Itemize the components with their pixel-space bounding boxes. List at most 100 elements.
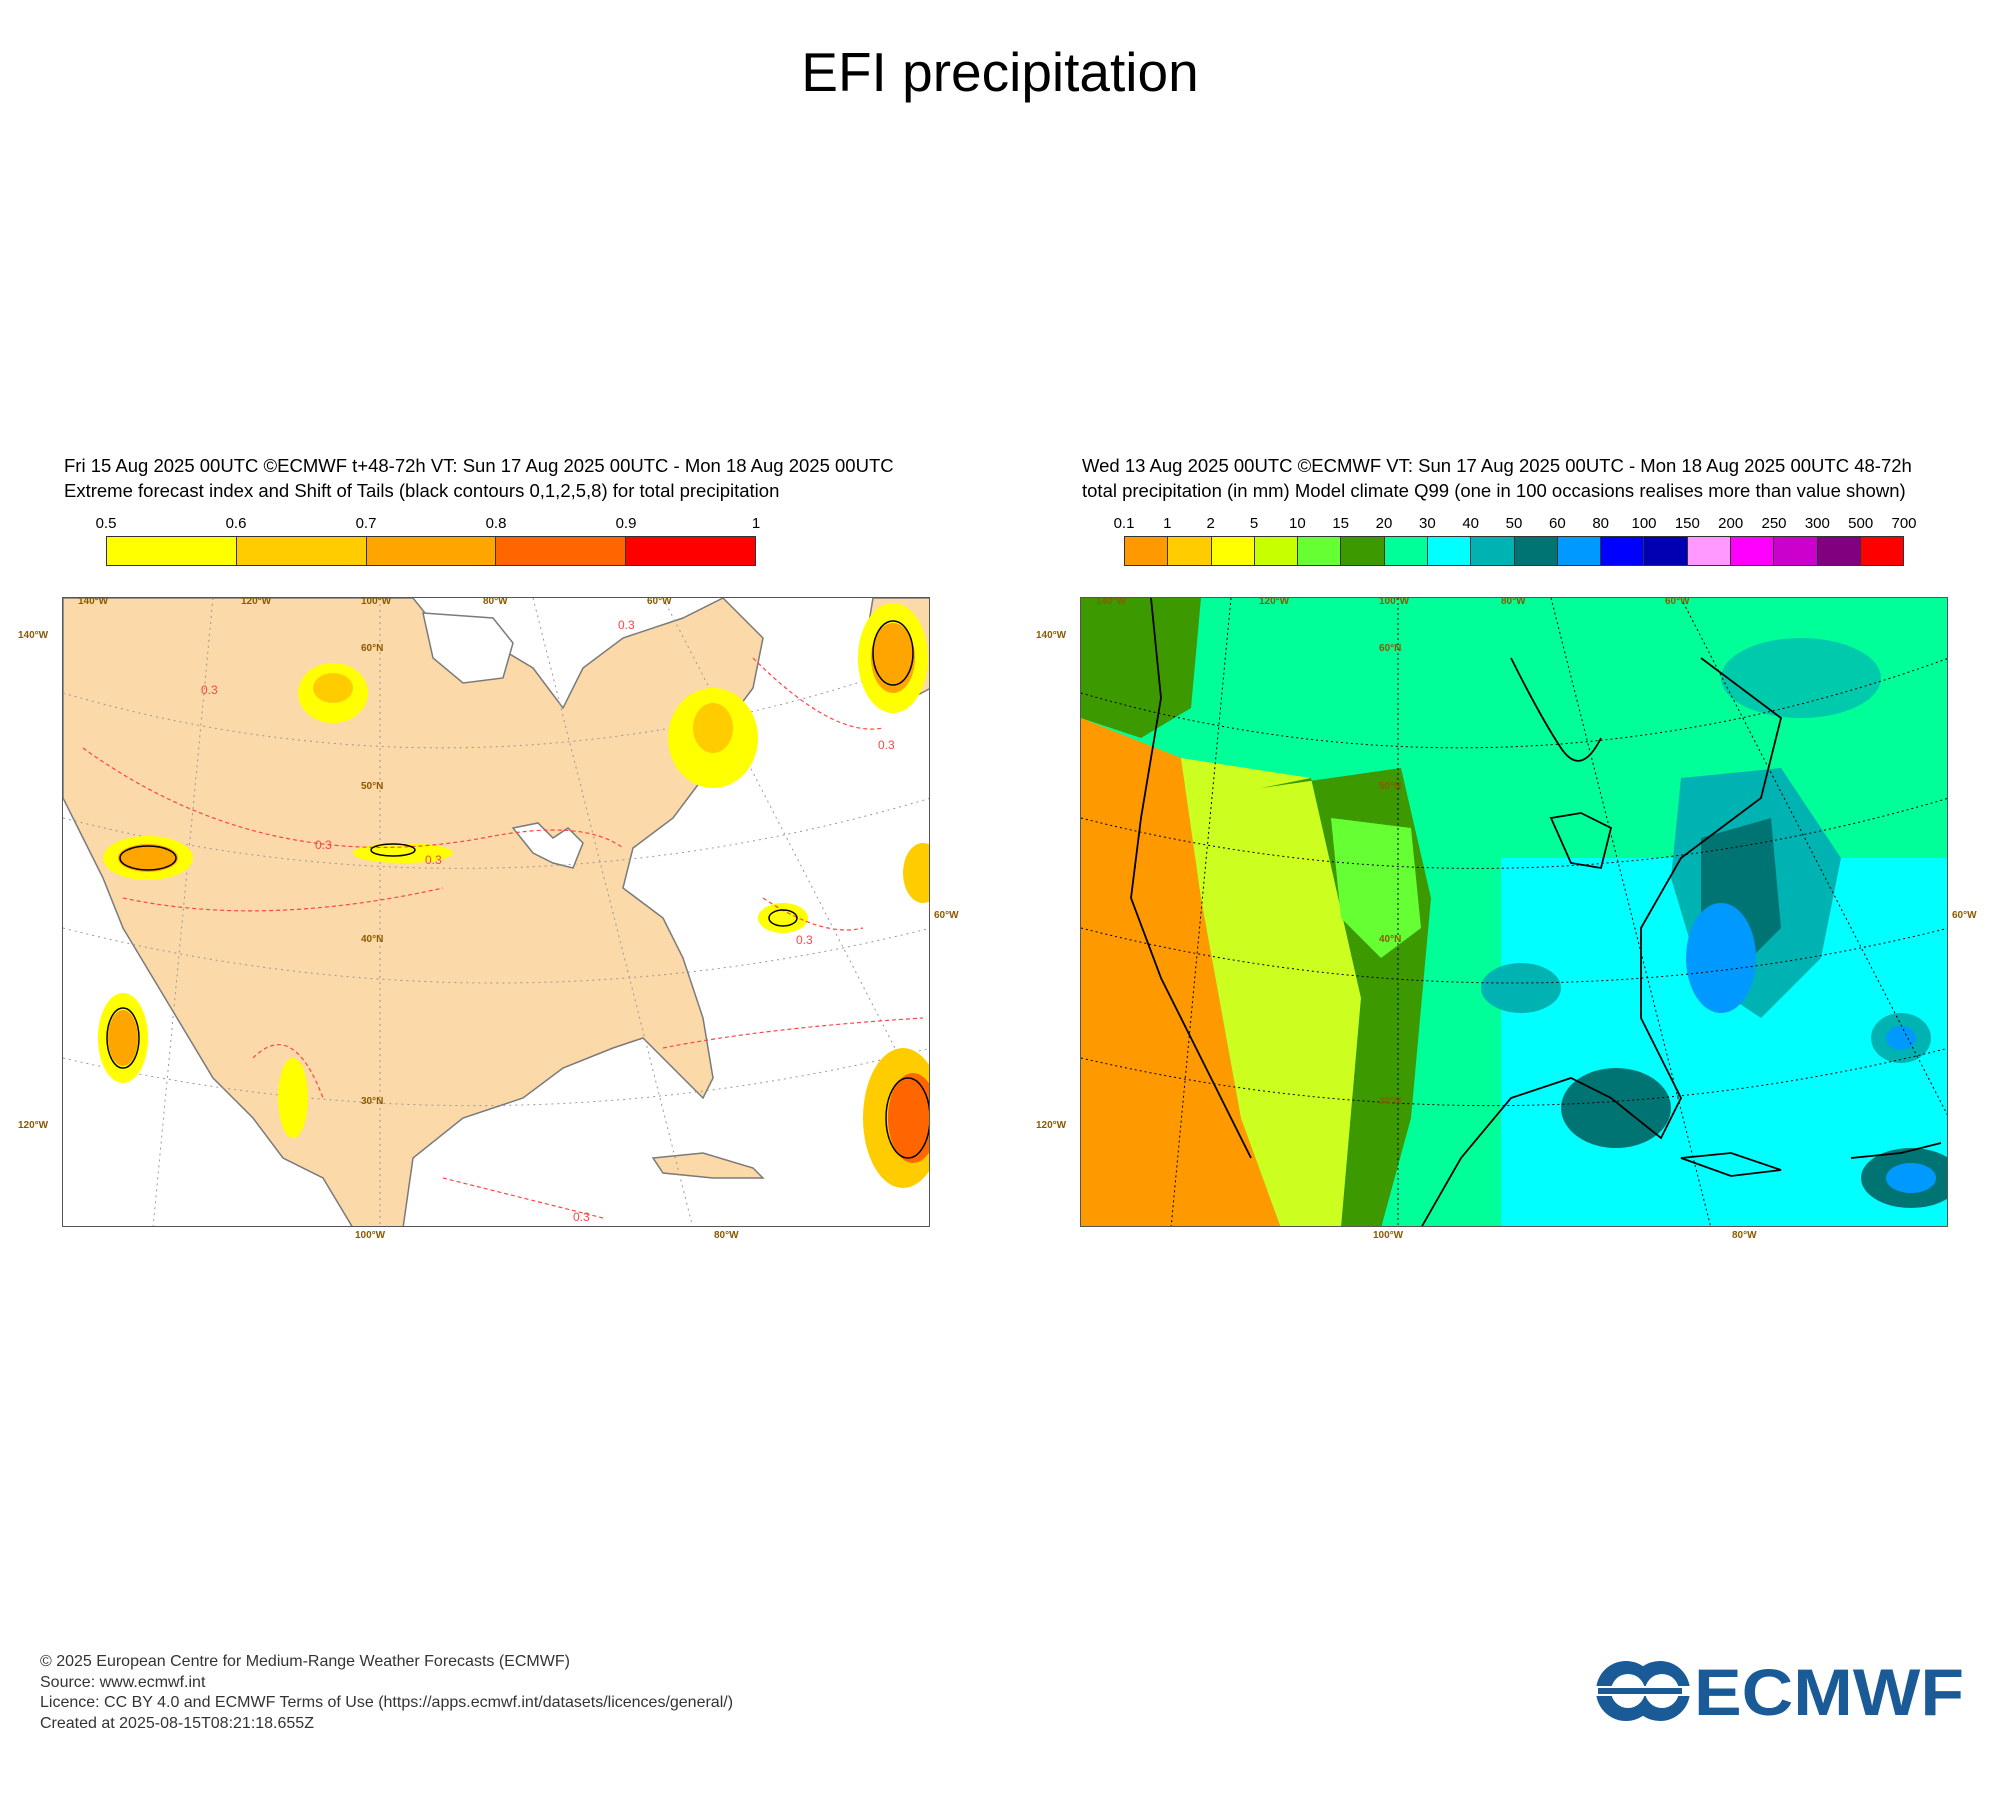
climate-side-lon-140: 140°W (1036, 630, 1067, 641)
colorbar-label: 200 (1718, 515, 1744, 532)
colorbar-segment (1341, 537, 1385, 565)
colorbar-segment (1125, 537, 1169, 565)
climate-lon-top-140: 140°W (1096, 597, 1127, 607)
efi-lat-40: 40°N (361, 934, 384, 945)
colorbar-segment (1860, 537, 1904, 565)
climate-lon-bottom-80: 80°W (1732, 1230, 1757, 1241)
efi-lon-top-60: 60°W (647, 597, 672, 607)
efi-map: 140°W 120°W 100°W 80°W 60°W 60°N 50°N 40… (62, 597, 930, 1227)
climate-lat-40: 40°N (1379, 934, 1402, 945)
climate-lon-top-60: 60°W (1665, 597, 1690, 607)
efi-lon-top-140: 140°W (78, 597, 109, 607)
colorbar-segment (1471, 537, 1515, 565)
efi-map-canvas (63, 598, 929, 1226)
colorbar-label: 0.9 (615, 515, 637, 532)
efi-contour-label: 0.3 (425, 853, 442, 867)
ecmwf-logo-mark (1590, 1661, 1690, 1721)
efi-side-lon-60: 60°W (934, 910, 959, 921)
colorbar-segment (1601, 537, 1645, 565)
climate-side-lon-120: 120°W (1036, 1120, 1067, 1131)
colorbar-label: 5 (1249, 515, 1259, 532)
colorbar-label: 20 (1375, 515, 1393, 532)
coastlines (1130, 598, 1942, 1226)
climate-side-lon-60: 60°W (1952, 910, 1977, 921)
efi-header-line2: Extreme forecast index and Shift of Tail… (64, 480, 780, 501)
north-america-land (63, 598, 764, 1226)
colorbar-segment (1514, 537, 1558, 565)
colorbar-label: 0.6 (225, 515, 247, 532)
created-line: Created at 2025-08-15T08:21:18.655Z (40, 1714, 314, 1732)
source-line: Source: www.ecmwf.int (40, 1673, 206, 1691)
efi-lon-bottom-100: 100°W (355, 1230, 386, 1241)
colorbar-segment (107, 537, 237, 565)
great-lakes (511, 822, 584, 869)
climate-lon-top-100: 100°W (1379, 597, 1410, 607)
colorbar-segment (236, 537, 367, 565)
colorbar-segment (1557, 537, 1602, 565)
climate-colorbar-labels: 0.1 1 2 5 10 15 20 30 40 50 60 80 100 150 200 250 300 500… (1114, 515, 1917, 533)
hudson-bay (422, 612, 514, 684)
colorbar-label: 1 (751, 515, 761, 532)
efi-contour-label: 0.3 (618, 618, 635, 632)
copyright-line: © 2025 European Centre for Medium-Range … (40, 1653, 570, 1670)
colorbar-segment (1730, 537, 1775, 565)
efi-side-lon-140: 140°W (18, 630, 49, 641)
page-title: EFI precipitation (801, 41, 1199, 103)
colorbar-segment (1384, 537, 1428, 565)
efi-contour-label: 0.3 (878, 738, 895, 752)
colorbar-segment (1254, 537, 1299, 565)
efi-contour-label: 0.3 (796, 933, 813, 947)
efi-contour-label: 0.3 (201, 683, 218, 697)
efi-panel: Fri 15 Aug 2025 00UTC ©ECMWF t+48-72h VT… (18, 455, 962, 1245)
colorbar-label: 250 (1761, 515, 1787, 532)
efi-lat-60: 60°N (361, 643, 384, 654)
colorbar-segment (1817, 537, 1861, 565)
efi-header-line1: Fri 15 Aug 2025 00UTC ©ECMWF t+48-72h VT… (64, 455, 894, 476)
efi-lon-bottom-80: 80°W (714, 1230, 739, 1241)
climate-lon-top-80: 80°W (1501, 597, 1526, 607)
licence-line: Licence: CC BY 4.0 and ECMWF Terms of Us… (40, 1694, 734, 1711)
colorbar-label: 0.7 (355, 515, 377, 532)
efi-shading (98, 603, 929, 1188)
efi-lon-top-120: 120°W (241, 597, 272, 607)
colorbar-segment (1211, 537, 1255, 565)
climate-lon-top-120: 120°W (1259, 597, 1290, 607)
colorbar-segment (496, 537, 627, 565)
colorbar-label: 300 (1804, 515, 1830, 532)
colorbar-segment (1298, 537, 1342, 565)
efi-colorbar-labels: 0.5 0.6 0.7 0.8 0.9 1 (96, 515, 761, 533)
climate-header-line1: Wed 13 Aug 2025 00UTC ©ECMWF VT: Sun 17 … (1082, 455, 1912, 476)
climate-shading (1081, 598, 1947, 1226)
climate-lon-bottom-100: 100°W (1373, 1230, 1404, 1241)
colorbar-label: 60 (1548, 515, 1566, 532)
climate-map: 140°W 120°W 100°W 80°W 60°W 60°N 50°N 40… (1080, 597, 1948, 1227)
colorbar-label: 0.5 (95, 515, 117, 532)
colorbar-segment (1427, 537, 1472, 565)
climate-lat-50: 50°N (1379, 781, 1402, 792)
climate-panel: Wed 13 Aug 2025 00UTC ©ECMWF VT: Sun 17 … (1036, 455, 1980, 1245)
colorbar-segment (1687, 537, 1731, 565)
climate-lat-30: 30°N (1379, 1096, 1402, 1107)
climate-colorbar (1124, 536, 1904, 566)
efi-lon-top-100: 100°W (361, 597, 392, 607)
graticule (1081, 598, 1947, 1226)
colorbar-label: 700 (1891, 515, 1917, 532)
climate-lat-60: 60°N (1379, 643, 1402, 654)
colorbar-label: 0.1 (1113, 515, 1135, 532)
graticule (63, 598, 929, 1226)
colorbar-segment (1168, 537, 1212, 565)
climate-header-line2: total precipitation (in mm) Model climat… (1082, 480, 1906, 501)
ecmwf-logo: ECMWF (1590, 1655, 1964, 1727)
footer: © 2025 European Centre for Medium-Range … (40, 1652, 733, 1734)
cuba (651, 1152, 765, 1179)
colorbar-label: 10 (1288, 515, 1306, 532)
colorbar-segment (626, 537, 755, 565)
colorbar-label: 50 (1505, 515, 1523, 532)
colorbar-label: 80 (1592, 515, 1609, 532)
colorbar-label: 15 (1332, 515, 1349, 532)
colorbar-label: 150 (1674, 515, 1700, 532)
sot-contours (106, 620, 929, 1159)
efi-lon-top-80: 80°W (483, 597, 508, 607)
efi-colorbar (106, 536, 756, 566)
efi-lat-50: 50°N (361, 781, 384, 792)
